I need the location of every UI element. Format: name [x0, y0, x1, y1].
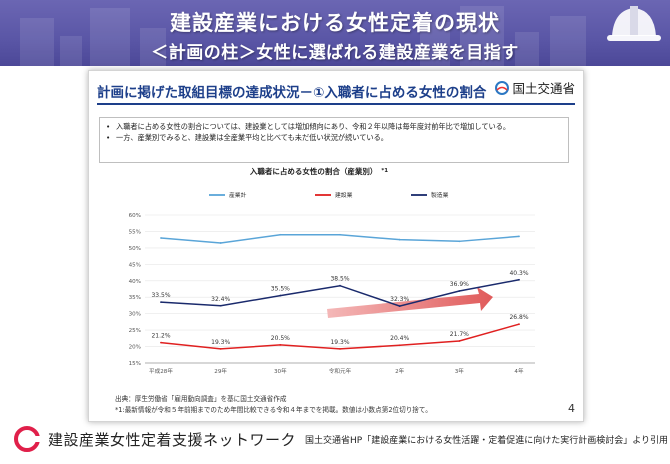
data-point [458, 240, 461, 243]
x-tick-label: 29年 [214, 367, 227, 375]
banner-subtitle: ＜計画の柱＞女性に選ばれる建設産業を目指す [151, 43, 519, 63]
bullet-dot: • [106, 122, 111, 131]
y-tick-label: 25% [129, 328, 141, 334]
y-tick-label: 45% [129, 262, 141, 268]
y-tick-label: 50% [129, 246, 141, 252]
x-tick-label: 2年 [395, 367, 405, 375]
network-logo-icon [14, 426, 40, 452]
x-axis: 平成28年 29年 30年 令和元年 2年 3年 4年 [145, 362, 535, 375]
data-label: 33.5% [151, 292, 170, 299]
data-point [518, 235, 520, 238]
bullet-text: 一方、産業別でみると、建設業は全産業平均と比べても未だ低い状況が続いている。 [116, 132, 388, 142]
source-note: 出典：厚生労働省「雇用動向調査」を基に国土交通省作成 [115, 395, 287, 403]
data-label: 36.9% [450, 281, 469, 288]
banner-title: 建設産業における女性定着の現状 [170, 11, 500, 35]
data-point [458, 340, 461, 342]
slide: 計画に掲げた取組目標の達成状況－①入職者に占める女性の割合 国土交通省 • 入職… [88, 70, 584, 422]
legend-label: 製造業 [431, 191, 449, 199]
data-label: 19.3% [211, 339, 230, 346]
bullet-dot: • [106, 132, 111, 142]
x-tick-label: 令和元年 [329, 367, 352, 375]
x-tick-label: 3年 [455, 367, 465, 375]
y-tick-label: 30% [129, 312, 141, 318]
data-point [160, 237, 162, 239]
page-number: 4 [568, 402, 575, 415]
data-point [398, 305, 401, 308]
data-point [339, 347, 341, 350]
title-rule [97, 103, 575, 105]
data-label: 32.3% [390, 296, 409, 303]
data-label: 40.3% [509, 270, 528, 277]
x-tick-label: 4年 [514, 367, 524, 375]
data-point [160, 341, 162, 344]
data-label: 20.5% [271, 335, 290, 342]
x-tick-label: 平成28年 [149, 367, 173, 375]
line-chart: 入職者に占める女性の割合（産業別） *1 産業計 建設業 製造業 15% 20% 25% 3… [129, 166, 535, 375]
data-point [339, 284, 341, 287]
data-label: 32.4% [211, 296, 230, 303]
data-point [398, 238, 401, 241]
slide-title: 計画に掲げた取組目標の達成状況－①入職者に占める女性の割合 [97, 85, 487, 101]
bullet-item: • 入職者に占める女性の割合については、建設業としては増加傾向にあり、令和２年以… [106, 122, 560, 133]
y-tick-label: 60% [129, 213, 141, 219]
data-label: 21.7% [450, 331, 469, 338]
footer-org-name: 建設産業女性定着支援ネットワーク [48, 431, 297, 449]
data-label: 21.2% [151, 333, 170, 340]
hard-hat-icon [607, 6, 661, 41]
y-tick-label: 55% [129, 229, 141, 235]
bullet-box: • 入職者に占める女性の割合については、建設業としては増加傾向にあり、令和２年以… [99, 117, 569, 163]
data-point [279, 344, 282, 346]
data-point [160, 301, 162, 304]
data-label: 35.5% [271, 286, 290, 293]
data-point [398, 344, 401, 347]
data-point [518, 323, 520, 326]
x-tick-label: 30年 [274, 367, 287, 375]
data-label: 26.8% [509, 314, 528, 321]
ministry-emblem-icon [495, 80, 510, 95]
ministry-name: 国土交通省 [512, 81, 575, 96]
ministry-logo: 国土交通省 [495, 78, 575, 97]
y-tick-label: 40% [129, 279, 141, 285]
bullet-text: 入職者に占める女性の割合については、建設業としては増加傾向にあり、令和２年以降は… [116, 122, 511, 131]
data-point [339, 233, 341, 236]
data-point [458, 290, 461, 292]
data-label: 20.4% [390, 335, 409, 342]
header-banner: 建設産業における女性定着の現状 ＜計画の柱＞女性に選ばれる建設産業を目指す [0, 0, 670, 66]
data-label: 38.5% [330, 276, 349, 283]
bullet-item: • 一方、産業別でみると、建設業は全産業平均と比べても未だ低い状況が続いている。 [106, 133, 560, 144]
data-point [279, 233, 282, 236]
chart-legend: 産業計 建設業 製造業 [209, 191, 449, 199]
data-point [219, 304, 222, 307]
legend-label: 産業計 [229, 191, 247, 199]
legend-label: 建設業 [335, 191, 353, 199]
footer-citation: 国土交通省HP「建設産業における女性活躍・定着促進に向けた実行計画検討会」より引… [305, 436, 669, 446]
chart-series: 21.2% 19.3% 20.5% 19.3% 20.4% 21.7% 26.8% 33.5%… [151, 233, 529, 350]
data-label: 19.3% [330, 339, 349, 346]
series-line [160, 233, 520, 244]
data-point [279, 294, 282, 297]
trend-arrow [327, 287, 493, 318]
chart-title: 入職者に占める女性の割合（産業別） *1 [249, 166, 388, 176]
y-tick-label: 35% [129, 295, 141, 301]
y-tick-label: 20% [129, 345, 141, 351]
footnote: *1:最新情報が令和５年前期までのため年間比較できる令和４年までを掲載。数値は小… [115, 406, 432, 414]
data-point [219, 347, 222, 350]
y-tick-label: 15% [129, 361, 141, 367]
data-point [518, 278, 520, 281]
trend-arrow-shape [327, 287, 493, 318]
data-point [219, 242, 222, 244]
